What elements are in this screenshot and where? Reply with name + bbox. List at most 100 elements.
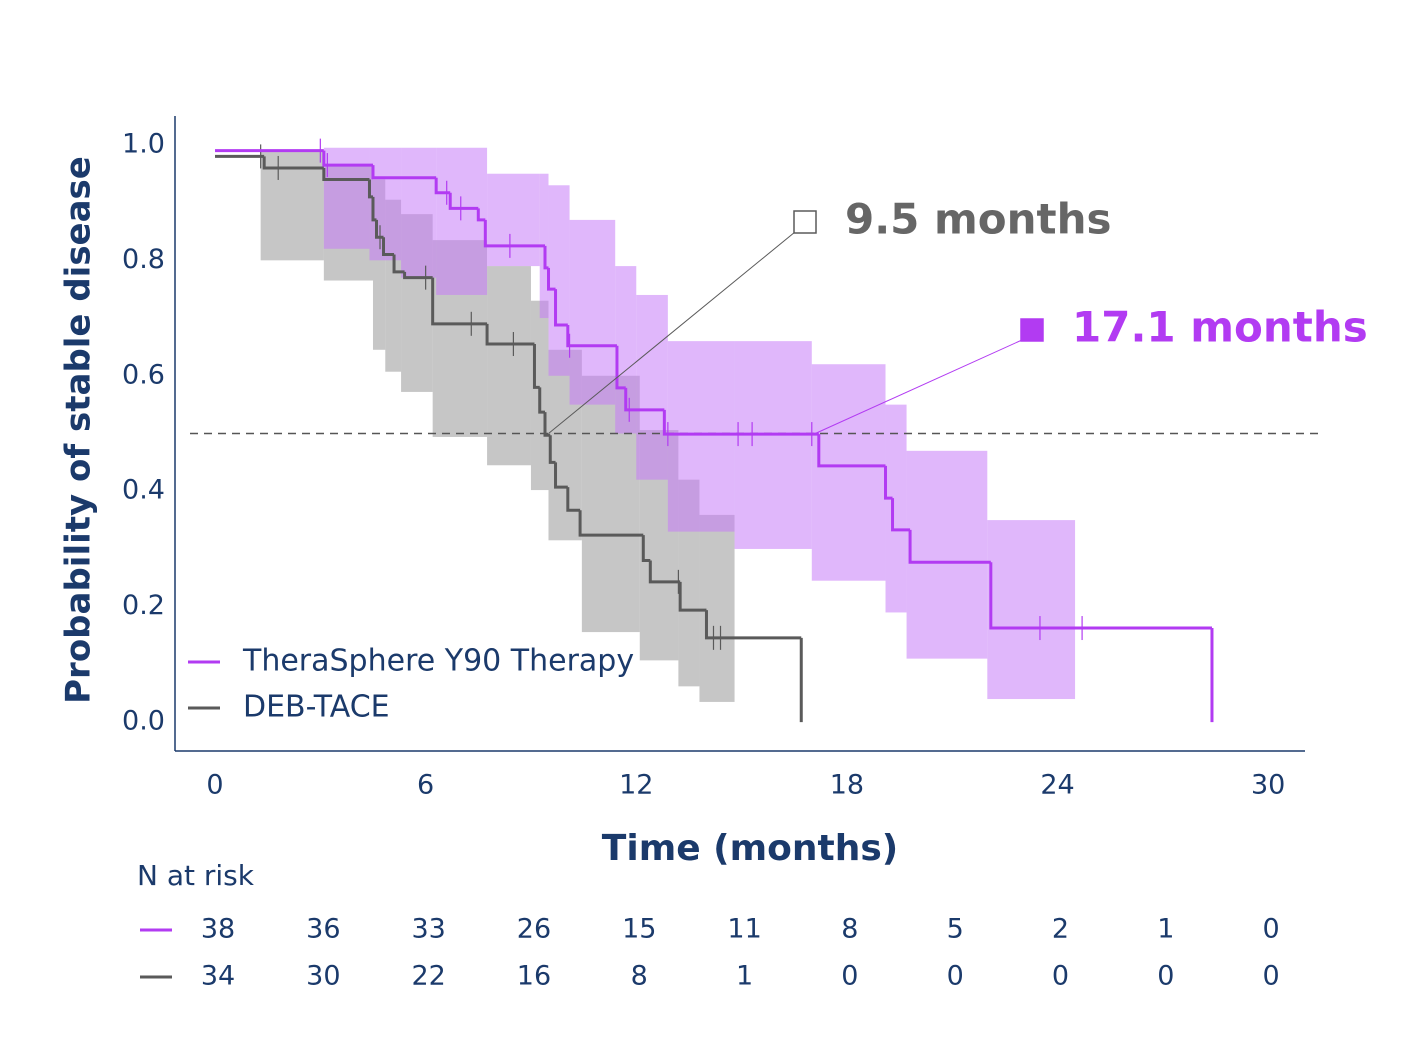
confidence-band	[987, 520, 1076, 700]
confidence-band	[323, 147, 370, 249]
survival-step	[547, 267, 556, 291]
x-tick-label: 18	[830, 770, 864, 801]
confidence-band	[487, 173, 540, 267]
y-tick-label: 0.0	[122, 706, 165, 737]
confidence-band	[569, 219, 616, 405]
confidence-band	[369, 147, 402, 261]
at-risk-count: 38	[201, 914, 235, 945]
at-risk-count: 33	[411, 914, 445, 945]
confidence-band	[487, 266, 531, 466]
x-tick-label: 6	[417, 770, 434, 801]
survival-step	[382, 237, 395, 257]
at-risk-count: 36	[306, 914, 340, 945]
x-tick-label: 0	[206, 770, 223, 801]
survival-step	[322, 150, 373, 167]
confidence-band	[699, 514, 735, 702]
survival-step	[431, 277, 488, 326]
x-tick-label: 24	[1040, 770, 1074, 801]
x-tick-label: 12	[619, 770, 653, 801]
at-risk-count: 16	[517, 961, 551, 992]
annotation-marker	[793, 210, 817, 234]
survival-step	[476, 208, 486, 222]
confidence-band	[636, 294, 668, 480]
survival-step	[543, 412, 551, 437]
annotation-label: 9.5 months	[845, 195, 1112, 244]
at-risk-count: 0	[841, 961, 858, 992]
survival-step	[662, 409, 819, 436]
confidence-band	[615, 266, 637, 434]
at-risk-label: N at risk	[137, 859, 255, 892]
y-axis-label: Probability of stable disease	[59, 156, 99, 704]
survival-step	[648, 560, 681, 584]
y-tick-label: 0.6	[122, 359, 165, 390]
survival-step	[392, 254, 405, 274]
survival-step	[817, 434, 886, 468]
y-tick-label: 1.0	[122, 128, 165, 159]
at-risk-count: 0	[1263, 914, 1280, 945]
x-tick-label: 30	[1251, 770, 1285, 801]
survival-step	[566, 324, 617, 348]
annotation-marker	[1020, 318, 1044, 342]
at-risk-count: 0	[1157, 961, 1174, 992]
y-tick-label: 0.2	[122, 590, 165, 621]
y-tick-label: 0.8	[122, 244, 165, 275]
survival-step	[367, 179, 373, 199]
confidence-band	[885, 404, 907, 613]
survival-step	[483, 219, 545, 248]
survival-step	[322, 167, 370, 181]
annotation-label: 17.1 months	[1072, 303, 1368, 352]
survival-step	[403, 271, 433, 280]
at-risk-count: 0	[1263, 961, 1280, 992]
annotation-leader	[548, 231, 796, 434]
confidence-band	[667, 341, 735, 532]
legend-label: DEB-TACE	[243, 690, 390, 725]
survival-step	[554, 289, 568, 327]
survival-step	[578, 510, 644, 537]
at-risk-count: 30	[306, 961, 340, 992]
y-tick-label: 0.4	[122, 475, 165, 506]
x-axis-label: Time (months)	[602, 828, 898, 869]
survival-step	[434, 177, 451, 195]
survival-step	[371, 196, 377, 222]
survival-step	[704, 610, 802, 640]
survival-step	[884, 465, 893, 500]
at-risk-count: 8	[631, 961, 648, 992]
survival-step	[448, 192, 479, 210]
survival-step	[989, 562, 1212, 630]
survival-step	[262, 156, 324, 170]
survival-step	[371, 165, 437, 180]
survival-step	[908, 529, 991, 564]
confidence-band	[906, 450, 988, 659]
at-risk-count: 5	[947, 914, 964, 945]
survival-step	[678, 581, 707, 612]
survival-step	[641, 535, 651, 562]
at-risk-count: 1	[1157, 914, 1174, 945]
at-risk-count: 0	[947, 961, 964, 992]
legend-label: TheraSphere Y90 Therapy	[242, 644, 634, 679]
at-risk-count: 22	[411, 961, 445, 992]
confidence-band	[401, 147, 437, 278]
confidence-band	[811, 364, 886, 581]
at-risk-count: 11	[727, 914, 761, 945]
at-risk-count: 0	[1052, 961, 1069, 992]
survival-step	[554, 462, 568, 489]
survival-step	[891, 498, 911, 532]
at-risk-count: 1	[736, 961, 753, 992]
confidence-band	[734, 341, 812, 549]
confidence-band	[548, 185, 570, 376]
at-risk-count: 26	[517, 914, 551, 945]
at-risk-count: 15	[622, 914, 656, 945]
at-risk-count: 34	[201, 961, 235, 992]
survival-step	[374, 219, 384, 239]
survival-step	[538, 387, 545, 414]
survival-step	[624, 387, 665, 412]
at-risk-count: 2	[1052, 914, 1069, 945]
survival-step	[548, 435, 556, 464]
survival-step	[566, 487, 581, 512]
survival-step	[532, 344, 540, 389]
at-risk-count: 8	[841, 914, 858, 945]
survival-step	[485, 323, 535, 346]
survival-step	[615, 345, 626, 390]
annotation-leader	[815, 339, 1023, 434]
